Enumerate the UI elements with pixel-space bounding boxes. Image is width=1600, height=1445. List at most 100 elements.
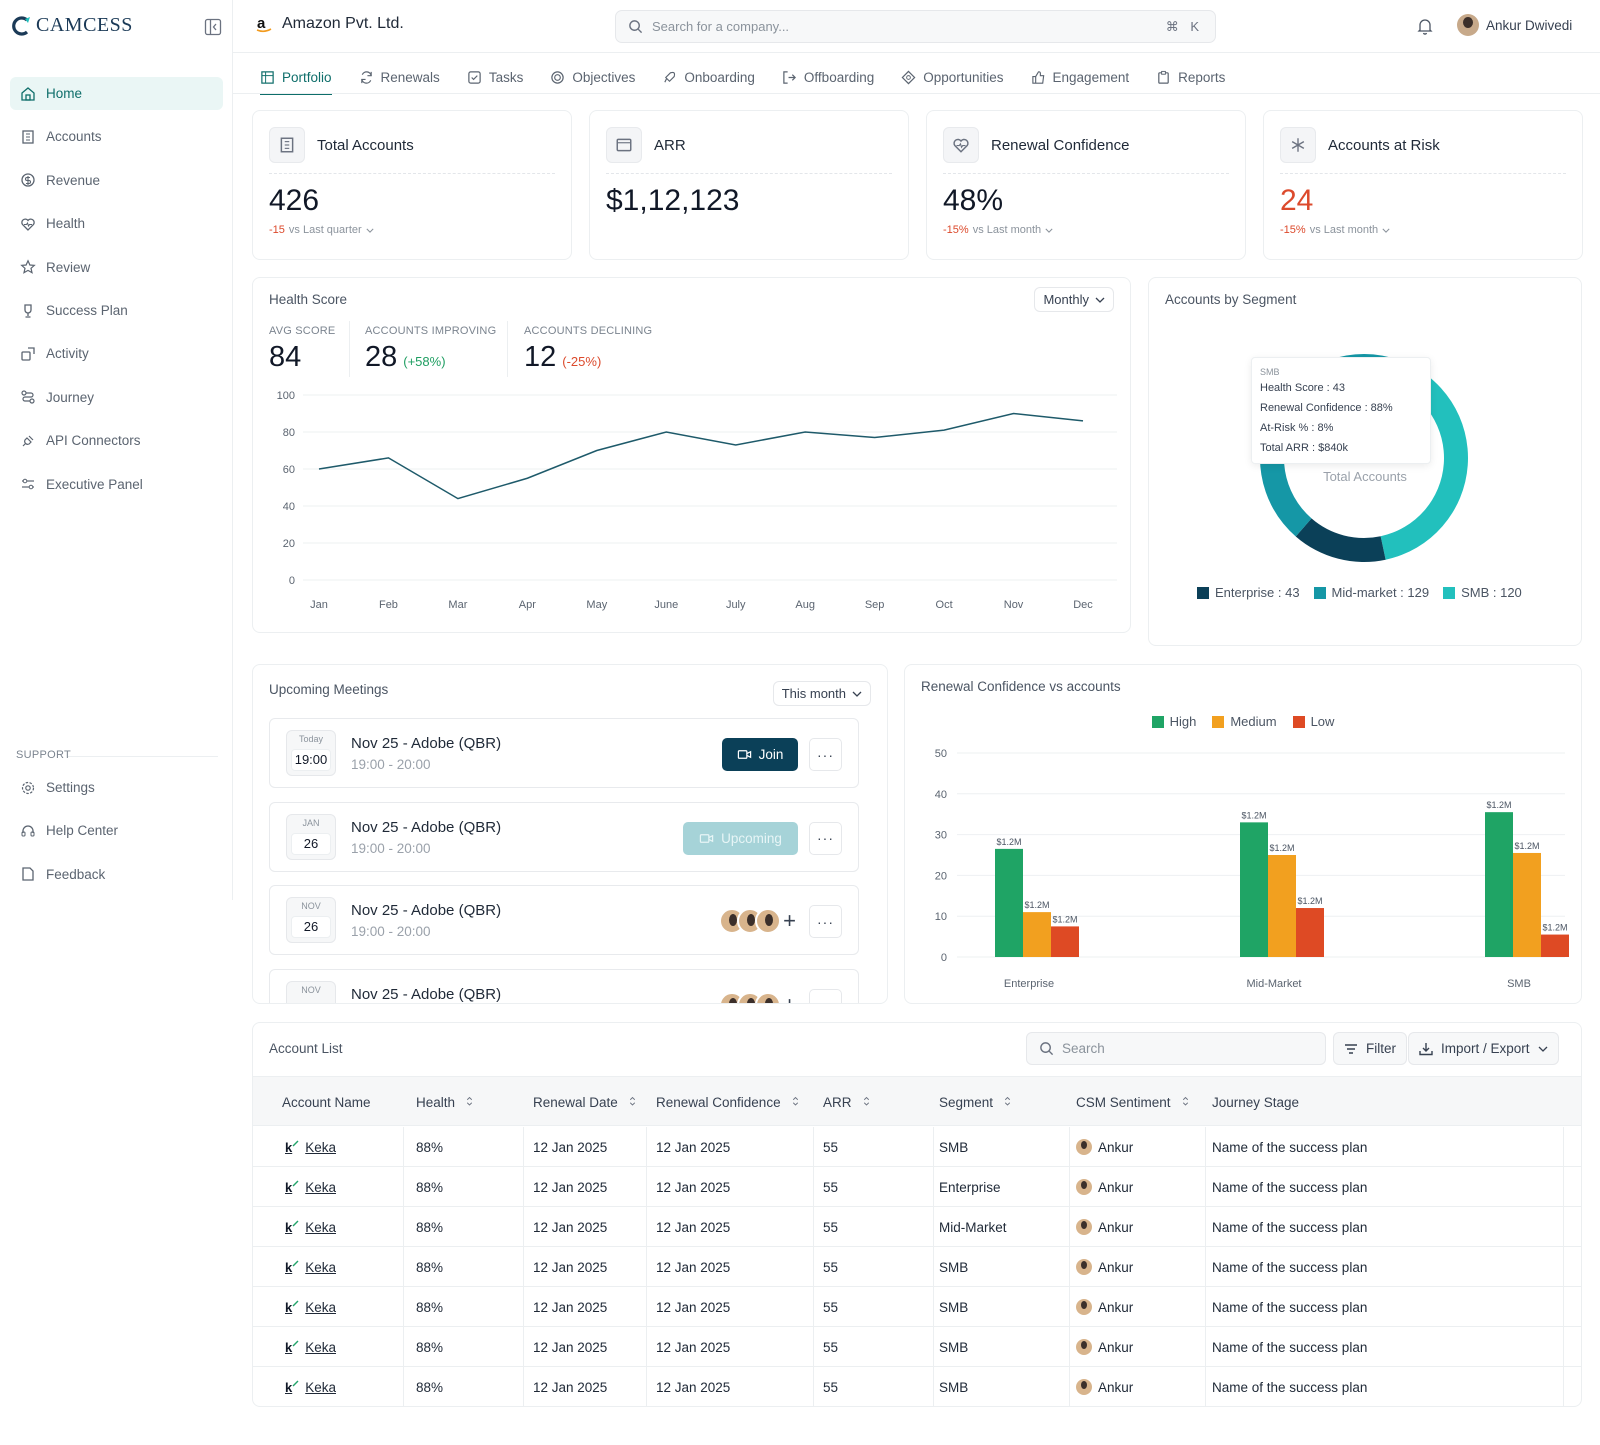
table-row[interactable]: k Keka 88% 12 Jan 2025 12 Jan 2025 55 SMB Ankur… (253, 1367, 1581, 1406)
legend-label: Enterprise : 43 (1215, 585, 1300, 600)
table-row[interactable]: k Keka 88% 12 Jan 2025 12 Jan 2025 55 SMB Ankur… (253, 1327, 1581, 1367)
collapse-sidebar-icon[interactable] (204, 18, 222, 36)
tab-offboarding[interactable]: Offboarding (782, 62, 874, 92)
bar-high-mid-market[interactable] (1240, 822, 1268, 957)
add-attendee-icon[interactable]: + (783, 908, 796, 933)
user-menu[interactable]: Ankur Dwivedi (1457, 14, 1572, 36)
table-row[interactable]: k Keka 88% 12 Jan 2025 12 Jan 2025 55 Mid-Mark… (253, 1207, 1581, 1247)
bell-icon[interactable] (1417, 18, 1433, 35)
tab-opportunities[interactable]: Opportunities (901, 62, 1004, 92)
brand-logo[interactable]: CAMCESS (12, 14, 133, 37)
account-link[interactable]: k Keka (285, 1140, 336, 1155)
period-dropdown[interactable]: Monthly (1034, 287, 1114, 312)
column-header[interactable]: CSM Sentiment (1076, 1077, 1193, 1127)
more-options-button[interactable]: ··· (809, 738, 842, 771)
join-button[interactable]: Join (722, 738, 798, 771)
legend-swatch (1313, 586, 1326, 599)
kpi-comparison[interactable]: -15% vs Last month (943, 224, 1053, 236)
account-link[interactable]: k Keka (285, 1300, 336, 1315)
sidebar-item-accounts[interactable]: Accounts (10, 120, 223, 153)
cell-value: 55 (823, 1259, 839, 1275)
filter-button[interactable]: Filter (1333, 1032, 1407, 1065)
column-header[interactable]: Renewal Date (533, 1077, 640, 1127)
attendee-avatars[interactable]: + (719, 908, 796, 934)
attendee-avatars[interactable]: + (719, 991, 796, 1004)
account-link[interactable]: k Keka (285, 1180, 336, 1195)
meeting-item[interactable]: NOV Nov 25 - Adobe (QBR) + ··· (269, 968, 859, 1004)
sort-icon (1181, 1096, 1193, 1108)
tab-onboarding[interactable]: Onboarding (662, 62, 755, 92)
tab-objectives[interactable]: Objectives (550, 62, 635, 92)
more-options-button[interactable]: ··· (809, 905, 842, 938)
table-cell: 12 Jan 2025 (533, 1327, 607, 1367)
meeting-item[interactable]: JAN 26 Nov 25 - Adobe (QBR) 19:00 - 20:00 Up… (269, 801, 859, 872)
account-link[interactable]: k Keka (285, 1380, 336, 1395)
chevron-down-icon (1538, 1046, 1548, 1052)
bar-medium-mid-market[interactable] (1268, 855, 1296, 957)
sidebar-item-journey[interactable]: Journey (10, 381, 223, 414)
bar-high-smb[interactable] (1485, 812, 1513, 957)
account-search-input[interactable]: Search (1026, 1032, 1326, 1065)
keka-logo-icon: k (285, 1140, 299, 1155)
add-attendee-icon[interactable]: + (783, 991, 796, 1004)
sidebar-item-success-plan[interactable]: Success Plan (10, 294, 223, 327)
table-cell[interactable]: k Keka (285, 1247, 336, 1287)
bar-medium-enterprise[interactable] (1023, 912, 1051, 957)
account-link[interactable]: k Keka (285, 1260, 336, 1275)
sidebar-item-settings[interactable]: Settings (10, 771, 223, 804)
kpi-value: 48% (943, 184, 1004, 217)
kpi-comparison[interactable]: -15% vs Last month (1280, 224, 1390, 236)
tab-portfolio[interactable]: Portfolio (260, 62, 332, 95)
kpi-comparison[interactable]: -15 vs Last quarter (269, 224, 374, 236)
column-header[interactable]: ARR (823, 1077, 874, 1127)
import-export-button[interactable]: Import / Export (1408, 1032, 1559, 1065)
sidebar-item-executive-panel[interactable]: Executive Panel (10, 468, 223, 501)
tab-label: Reports (1178, 69, 1226, 85)
sidebar-item-review[interactable]: Review (10, 251, 223, 284)
tab-tasks[interactable]: Tasks (467, 62, 523, 92)
table-row[interactable]: k Keka 88% 12 Jan 2025 12 Jan 2025 55 SMB Ankur… (253, 1247, 1581, 1287)
cell-value: Name of the success plan (1212, 1339, 1368, 1355)
sidebar-item-home[interactable]: Home (10, 77, 223, 110)
table-row[interactable]: k Keka 88% 12 Jan 2025 12 Jan 2025 55 Enterpri… (253, 1167, 1581, 1207)
tab-renewals[interactable]: Renewals (359, 62, 440, 92)
bar-high-enterprise[interactable] (995, 848, 1023, 957)
donut-slice-smb[interactable] (1380, 360, 1468, 560)
table-row[interactable]: k Keka 88% 12 Jan 2025 12 Jan 2025 55 SMB Ankur… (253, 1287, 1581, 1327)
company-search-input[interactable]: Search for a company... ⌘ K (615, 10, 1216, 43)
sidebar-item-api-connectors[interactable]: API Connectors (10, 424, 223, 457)
column-header[interactable]: Segment (939, 1077, 1015, 1127)
account-link[interactable]: k Keka (285, 1220, 336, 1235)
bar-low-enterprise[interactable] (1051, 926, 1079, 957)
sidebar-item-revenue[interactable]: Revenue (10, 164, 223, 197)
more-options-button[interactable]: ··· (809, 988, 842, 1003)
table-cell[interactable]: k Keka (285, 1167, 336, 1207)
more-options-button[interactable]: ··· (809, 821, 842, 855)
account-link[interactable]: k Keka (285, 1340, 336, 1355)
table-cell[interactable]: k Keka (285, 1367, 336, 1406)
table-cell[interactable]: k Keka (285, 1327, 336, 1367)
sidebar-item-health[interactable]: Health (10, 207, 223, 240)
table-cell[interactable]: k Keka (285, 1287, 336, 1327)
bar-low-mid-market[interactable] (1296, 908, 1324, 957)
table-cell[interactable]: k Keka (285, 1207, 336, 1247)
donut-slice-enterprise[interactable] (1295, 518, 1386, 562)
meeting-item[interactable]: NOV 26 Nov 25 - Adobe (QBR) 19:00 - 20:00 + ·… (269, 885, 859, 955)
bar-medium-smb[interactable] (1513, 852, 1541, 957)
column-header[interactable]: Account Name (282, 1077, 371, 1127)
sidebar-item-help-center[interactable]: Help Center (10, 814, 223, 847)
tab-reports[interactable]: Reports (1156, 62, 1225, 92)
meeting-item[interactable]: Today 19:00 Nov 25 - Adobe (QBR) 19:00 - 20… (269, 718, 859, 788)
column-header[interactable]: Renewal Confidence (656, 1077, 803, 1127)
bar-low-smb[interactable] (1541, 934, 1569, 957)
tab-engagement[interactable]: Engagement (1031, 62, 1129, 92)
meetings-period-dropdown[interactable]: This month (772, 681, 871, 706)
table-cell[interactable]: k Keka (285, 1127, 336, 1167)
table-row[interactable]: k Keka 88% 12 Jan 2025 12 Jan 2025 55 SMB Ankur… (253, 1127, 1581, 1167)
kpi-divider (943, 173, 1229, 174)
sidebar-item-feedback[interactable]: Feedback (10, 858, 223, 891)
sidebar-item-activity[interactable]: Activity (10, 337, 223, 370)
column-header[interactable]: Journey Stage (1212, 1077, 1299, 1127)
column-header[interactable]: Health (416, 1077, 477, 1127)
company-switcher[interactable]: a Amazon Pvt. Ltd. (255, 15, 404, 33)
